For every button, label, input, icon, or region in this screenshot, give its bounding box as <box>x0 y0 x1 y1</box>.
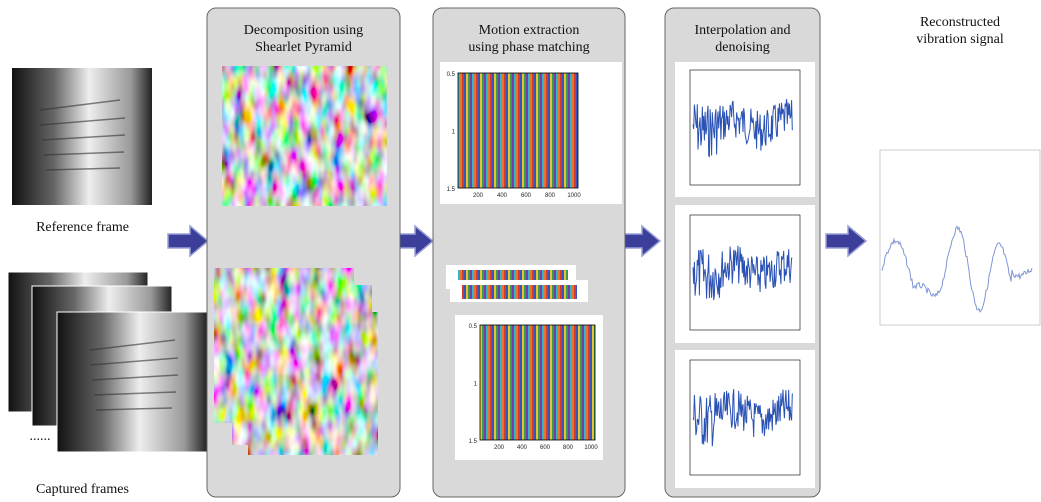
x-tick-label: 1000 <box>567 193 581 199</box>
x-tick-label: 400 <box>517 445 528 451</box>
captured-label: Captured frames <box>36 482 129 497</box>
signal-trace <box>692 99 793 158</box>
step-title: Interpolation and denoising <box>694 23 791 55</box>
x-tick-label: 1000 <box>584 445 598 451</box>
signal-trace <box>692 245 793 301</box>
y-tick-label: 1.5 <box>469 439 478 445</box>
y-tick-label: 1 <box>474 382 478 388</box>
x-tick-label: 600 <box>540 445 551 451</box>
signal-plots <box>675 62 1041 488</box>
arrow <box>825 225 867 257</box>
arrow <box>619 225 661 257</box>
x-tick-label: 800 <box>545 193 556 199</box>
reference-photo <box>12 68 152 205</box>
reference-label: Reference frame <box>36 220 129 235</box>
x-tick-label: 200 <box>473 193 484 199</box>
ellipsis: ...... <box>29 429 51 444</box>
y-tick-label: 1 <box>452 130 456 136</box>
shearlet-images <box>214 66 387 455</box>
x-tick-label: 600 <box>521 193 532 199</box>
x-tick-label: 800 <box>563 445 574 451</box>
phase-plots <box>440 62 622 460</box>
step-title: Decomposition using Shearlet Pyramid <box>243 23 364 55</box>
output-signal <box>881 225 1033 313</box>
output-title: Reconstructed vibration signal <box>916 15 1004 47</box>
step-title: Motion extraction using phase matching <box>468 23 590 55</box>
y-tick-label: 0.5 <box>469 324 478 330</box>
captured-photos <box>7 271 208 453</box>
x-tick-label: 200 <box>494 445 505 451</box>
signal-trace <box>692 389 793 447</box>
y-tick-label: 1.5 <box>447 187 456 193</box>
y-tick-label: 0.5 <box>447 72 456 78</box>
x-tick-label: 400 <box>497 193 508 199</box>
arrow <box>167 225 209 257</box>
